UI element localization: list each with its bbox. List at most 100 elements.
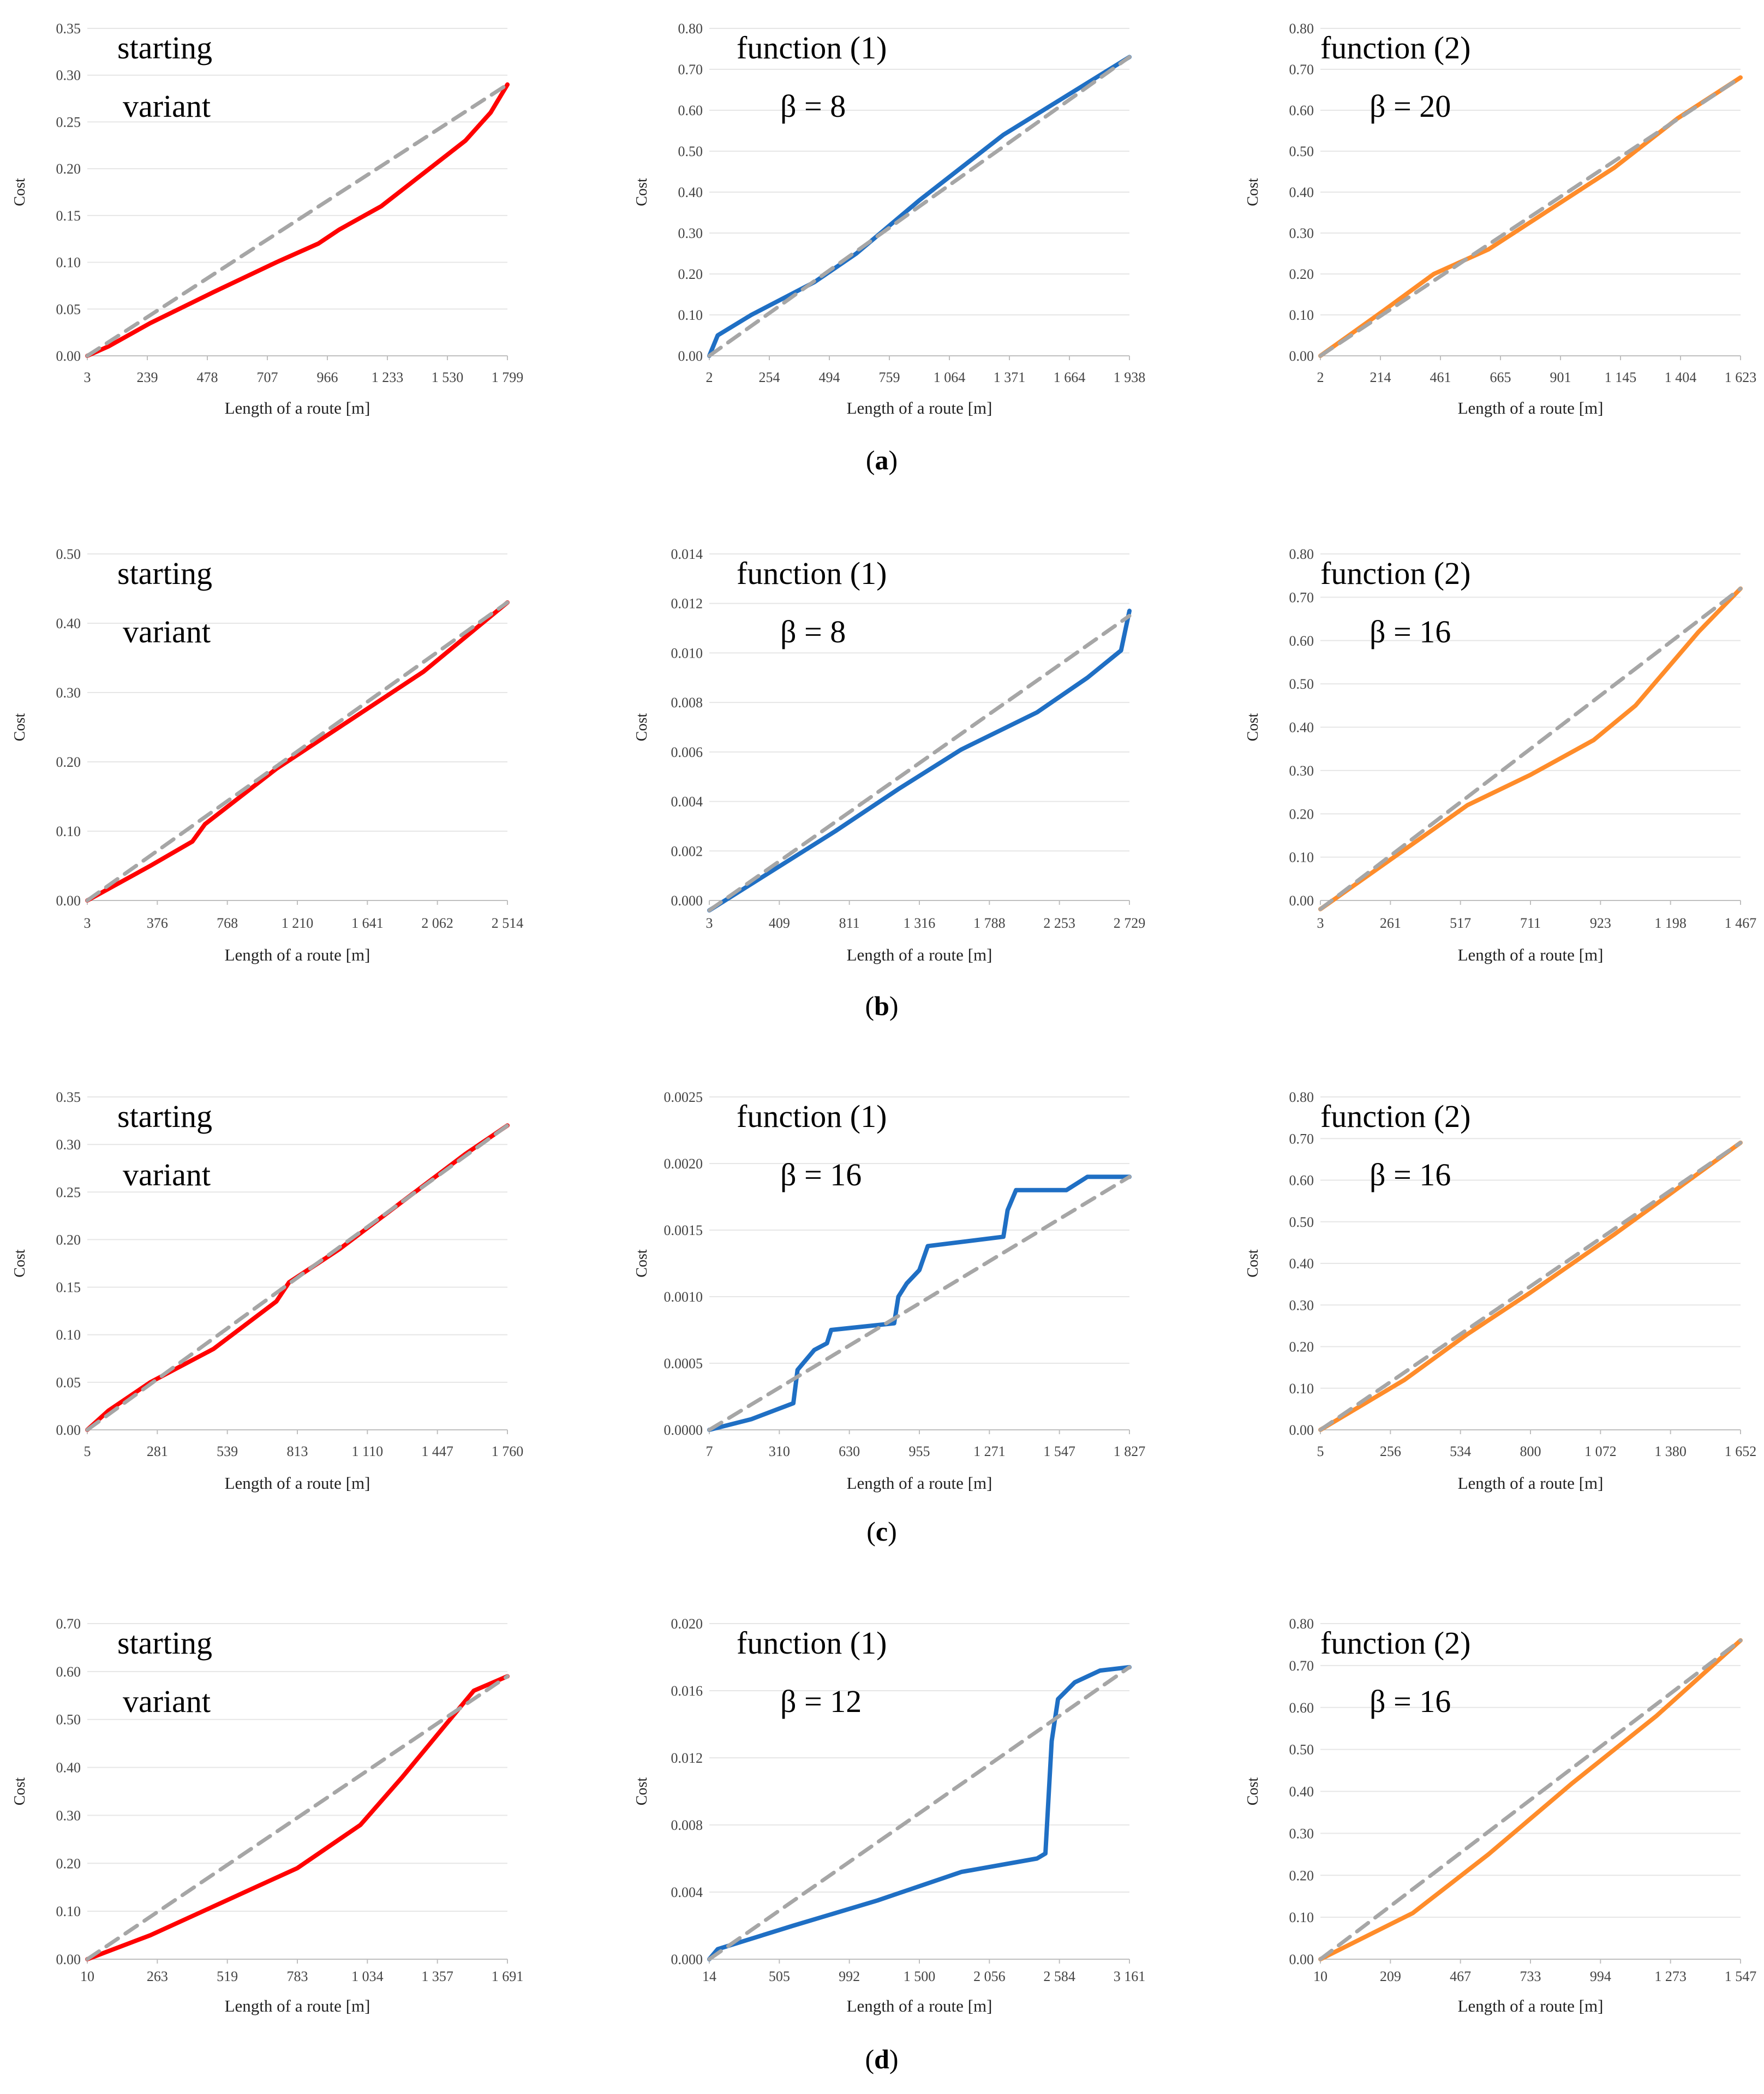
y-tick-label: 0.40	[1289, 1256, 1314, 1272]
x-tick-label: 768	[217, 915, 238, 931]
y-tick-label: 0.00	[56, 1422, 81, 1438]
x-tick-label: 1 623	[1725, 369, 1757, 385]
cost-series-line	[85, 1123, 510, 1432]
x-tick-label: 1 500	[904, 1968, 936, 1984]
y-tick-label: 0.20	[56, 754, 81, 770]
x-axis-title: Length of a route [m]	[225, 398, 370, 417]
x-tick-label: 707	[257, 369, 278, 385]
x-tick-label: 2 514	[492, 915, 524, 931]
caption-close-paren: )	[889, 991, 899, 1021]
x-tick-label: 3	[1317, 915, 1324, 931]
chart-panel: 0.00 0.10 0.20 0.30 0.40 0.50 3 376 768 1 210 1 64…	[11, 546, 523, 964]
caption-close-paren: )	[889, 445, 898, 475]
y-tick-label: 0.014	[671, 546, 703, 562]
x-tick-label: 630	[839, 1443, 860, 1459]
reference-line	[85, 600, 510, 903]
panel-caption: (d)	[865, 2044, 898, 2074]
x-tick-label: 2 729	[1114, 915, 1146, 931]
x-tick-label: 539	[217, 1443, 238, 1459]
panel-caption: (b)	[865, 991, 898, 1021]
x-axis-title: Length of a route [m]	[847, 1996, 992, 2015]
x-tick-label: 1 233	[372, 369, 404, 385]
y-tick-label: 0.20	[1289, 266, 1314, 282]
y-tick-label: 0.016	[671, 1683, 703, 1699]
reference-line	[707, 1665, 1132, 1961]
x-tick-label: 994	[1590, 1968, 1611, 1984]
x-tick-label: 800	[1520, 1443, 1541, 1459]
y-tick-label: 0.70	[1289, 62, 1314, 77]
x-tick-label: 409	[769, 915, 790, 931]
x-tick-label: 923	[1590, 915, 1611, 931]
chart-panel: 0.00 0.10 0.20 0.30 0.40 0.50 0.60 0.70 0.80 2 254…	[633, 21, 1145, 417]
y-tick-label: 0.006	[671, 744, 703, 760]
x-tick-label: 256	[1380, 1443, 1401, 1459]
y-tick-label: 0.012	[671, 596, 703, 612]
y-axis-title: Cost	[11, 1777, 28, 1806]
x-tick-label: 1 064	[934, 369, 966, 385]
y-tick-label: 0.00	[56, 1952, 81, 1967]
x-tick-label: 5	[84, 1443, 91, 1459]
cost-series-line	[85, 1674, 510, 1961]
y-tick-label: 0.00	[56, 893, 81, 909]
x-tick-label: 2 062	[421, 915, 453, 931]
y-tick-label: 0.80	[678, 21, 703, 37]
chart-panel: 0.00 0.10 0.20 0.30 0.40 0.50 0.60 0.70 0.80 5 256…	[1245, 1089, 1756, 1493]
x-axis-title: Length of a route [m]	[847, 1473, 992, 1493]
chart-annotation-line2: β = 16	[1370, 614, 1451, 649]
x-tick-label: 209	[1380, 1968, 1401, 1984]
chart-panel: 0.00 0.05 0.10 0.15 0.20 0.25 0.30 0.35 5 281 539 8…	[11, 1089, 523, 1493]
x-tick-label: 1 316	[904, 915, 936, 931]
chart-panel: 0.000 0.004 0.008 0.012 0.016 0.020 14 505 992 1 …	[633, 1616, 1145, 2015]
y-tick-label: 0.05	[56, 1375, 81, 1391]
reference-line	[707, 613, 1132, 912]
y-tick-label: 0.50	[1289, 144, 1314, 159]
panel-caption: (c)	[866, 1516, 897, 1547]
x-tick-label: 733	[1520, 1968, 1541, 1984]
x-tick-label: 2	[1317, 369, 1324, 385]
cost-series-line	[1318, 586, 1743, 911]
y-tick-label: 0.50	[1289, 676, 1314, 692]
caption-letter: c	[876, 1516, 888, 1547]
cost-series-line	[1318, 1638, 1743, 1961]
caption-open-paren: (	[865, 991, 874, 1021]
y-axis-title: Cost	[11, 713, 28, 742]
y-tick-label: 0.15	[56, 208, 81, 224]
y-tick-label: 0.10	[56, 1327, 81, 1343]
y-tick-label: 0.80	[1289, 1616, 1314, 1632]
figure-row-c: 0.00 0.05 0.10 0.15 0.20 0.25 0.30 0.35 5 281 539 8…	[11, 1089, 1756, 1547]
x-tick-label: 3	[84, 915, 91, 931]
y-tick-label: 0.50	[1289, 1742, 1314, 1758]
x-tick-label: 478	[197, 369, 218, 385]
x-tick-label: 5	[1317, 1443, 1324, 1459]
x-tick-label: 901	[1550, 369, 1571, 385]
y-axis-title: Cost	[633, 713, 650, 742]
x-tick-label: 955	[909, 1443, 930, 1459]
chart-panel: 0.00 0.10 0.20 0.30 0.40 0.50 0.60 0.70 0.80 2 214…	[1245, 21, 1756, 417]
panel-caption: (a)	[866, 445, 898, 475]
y-tick-label: 0.30	[56, 1137, 81, 1153]
x-tick-label: 14	[702, 1968, 716, 1984]
x-axis-title: Length of a route [m]	[847, 945, 992, 964]
y-tick-label: 0.002	[671, 843, 703, 859]
x-axis-title: Length of a route [m]	[847, 398, 992, 417]
y-axis-title: Cost	[1245, 1777, 1261, 1806]
x-tick-label: 310	[769, 1443, 790, 1459]
y-tick-label: 0.50	[678, 144, 703, 159]
x-tick-label: 1 827	[1114, 1443, 1146, 1459]
y-tick-label: 0.010	[671, 645, 703, 661]
x-tick-label: 1 271	[973, 1443, 1006, 1459]
figure-row-a: 0.00 0.05 0.10 0.15 0.20 0.25 0.30 0.35 3 239 478 7…	[11, 21, 1756, 475]
chart-annotation-line1: starting	[117, 1625, 212, 1661]
chart-annotation-line1: function (2)	[1320, 30, 1470, 65]
y-tick-label: 0.40	[1289, 720, 1314, 736]
x-tick-label: 1 110	[352, 1443, 384, 1459]
y-tick-label: 0.10	[56, 255, 81, 271]
reference-line	[1318, 1141, 1743, 1432]
x-tick-label: 1 467	[1725, 915, 1757, 931]
x-tick-label: 2 253	[1043, 915, 1075, 931]
x-tick-label: 10	[80, 1968, 94, 1984]
x-tick-label: 467	[1450, 1968, 1471, 1984]
reference-line	[1318, 75, 1743, 358]
y-tick-label: 0.60	[1289, 1173, 1314, 1189]
